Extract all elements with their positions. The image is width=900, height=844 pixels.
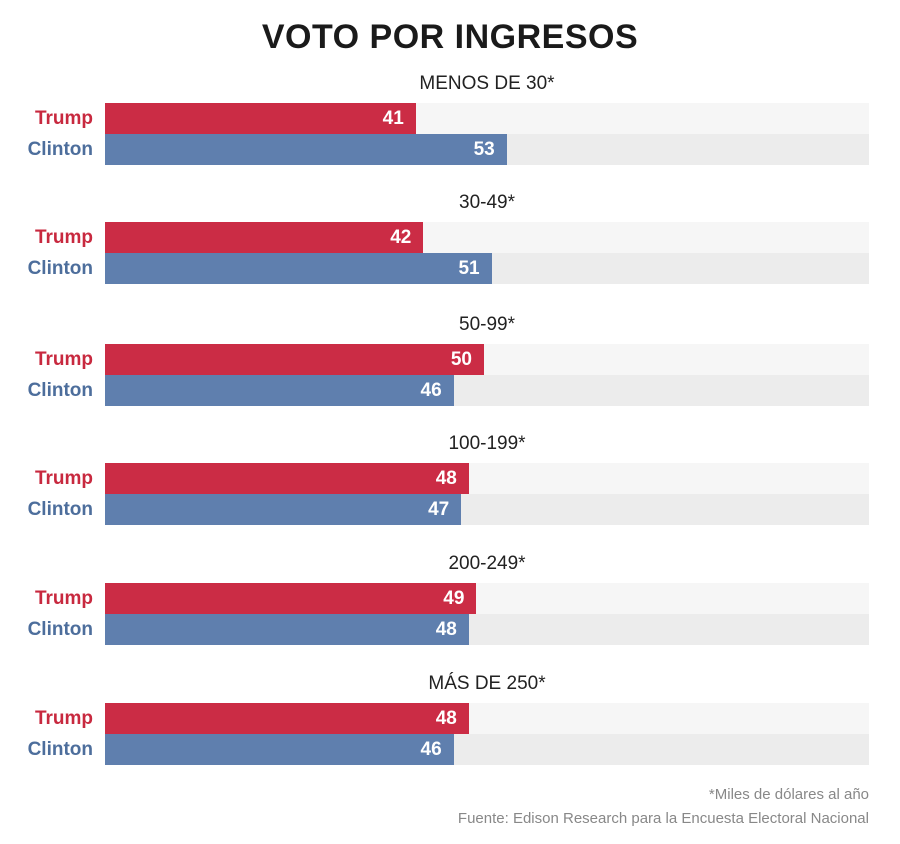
bar-trump: 41 [105, 103, 416, 134]
series-label-clinton: Clinton [27, 499, 93, 520]
bar-value-label: 41 [382, 108, 404, 129]
bar-clinton: 47 [105, 494, 462, 525]
bar-track: 53 [105, 134, 869, 165]
category-label: 30-49* [459, 192, 515, 213]
bar-value-label: 48 [435, 468, 457, 489]
bar-value-label: 46 [420, 380, 442, 401]
bar-trump: 42 [105, 222, 424, 253]
bar-value-label: 51 [458, 258, 480, 279]
bar-track: 50 [105, 344, 869, 375]
bar-trump: 49 [105, 583, 477, 614]
bar-value-label: 49 [443, 588, 465, 609]
category-label: MÁS DE 250* [428, 673, 546, 694]
bar-trump: 48 [105, 463, 469, 494]
bar-trump: 48 [105, 703, 469, 734]
bar-value-label: 42 [390, 227, 412, 248]
footnote-source: Fuente: Edison Research para la Encuesta… [457, 810, 869, 827]
series-label-trump: Trump [34, 588, 93, 609]
bar-value-label: 46 [420, 739, 442, 760]
bar-clinton: 48 [105, 614, 469, 645]
bar-track: 46 [105, 734, 869, 765]
series-label-trump: Trump [34, 349, 93, 370]
category-label: 200-249* [448, 553, 526, 574]
bar-clinton: 46 [105, 734, 454, 765]
series-label-clinton: Clinton [27, 619, 93, 640]
bar-value-label: 50 [450, 349, 472, 370]
bar-track: 48 [105, 463, 869, 494]
chart-title: VOTO POR INGRESOS [261, 18, 639, 56]
bar-clinton: 53 [105, 134, 507, 165]
series-label-trump: Trump [34, 708, 93, 729]
bar-trump: 50 [105, 344, 484, 375]
category-label: 50-99* [459, 314, 515, 335]
bar-value-label: 48 [435, 708, 457, 729]
bar-track: 48 [105, 614, 869, 645]
footnote-note: *Miles de dólares al año [708, 786, 869, 803]
series-label-clinton: Clinton [27, 139, 93, 160]
category-label: MENOS DE 30* [419, 73, 555, 94]
bar-track: 47 [105, 494, 869, 525]
bar-value-label: 48 [435, 619, 457, 640]
bar-track: 41 [105, 103, 869, 134]
series-label-clinton: Clinton [27, 380, 93, 401]
bar-track: 46 [105, 375, 869, 406]
category-label: 100-199* [448, 433, 526, 454]
bar-track: 51 [105, 253, 869, 284]
bar-track: 48 [105, 703, 869, 734]
series-label-trump: Trump [34, 468, 93, 489]
series-label-clinton: Clinton [27, 258, 93, 279]
bar-value-label: 47 [428, 499, 450, 520]
series-label-trump: Trump [34, 108, 93, 129]
bar-track: 42 [105, 222, 869, 253]
series-label-clinton: Clinton [27, 739, 93, 760]
bar-value-label: 53 [473, 139, 495, 160]
bar-clinton: 46 [105, 375, 454, 406]
bar-track: 49 [105, 583, 869, 614]
bar-clinton: 51 [105, 253, 492, 284]
series-label-trump: Trump [34, 227, 93, 248]
